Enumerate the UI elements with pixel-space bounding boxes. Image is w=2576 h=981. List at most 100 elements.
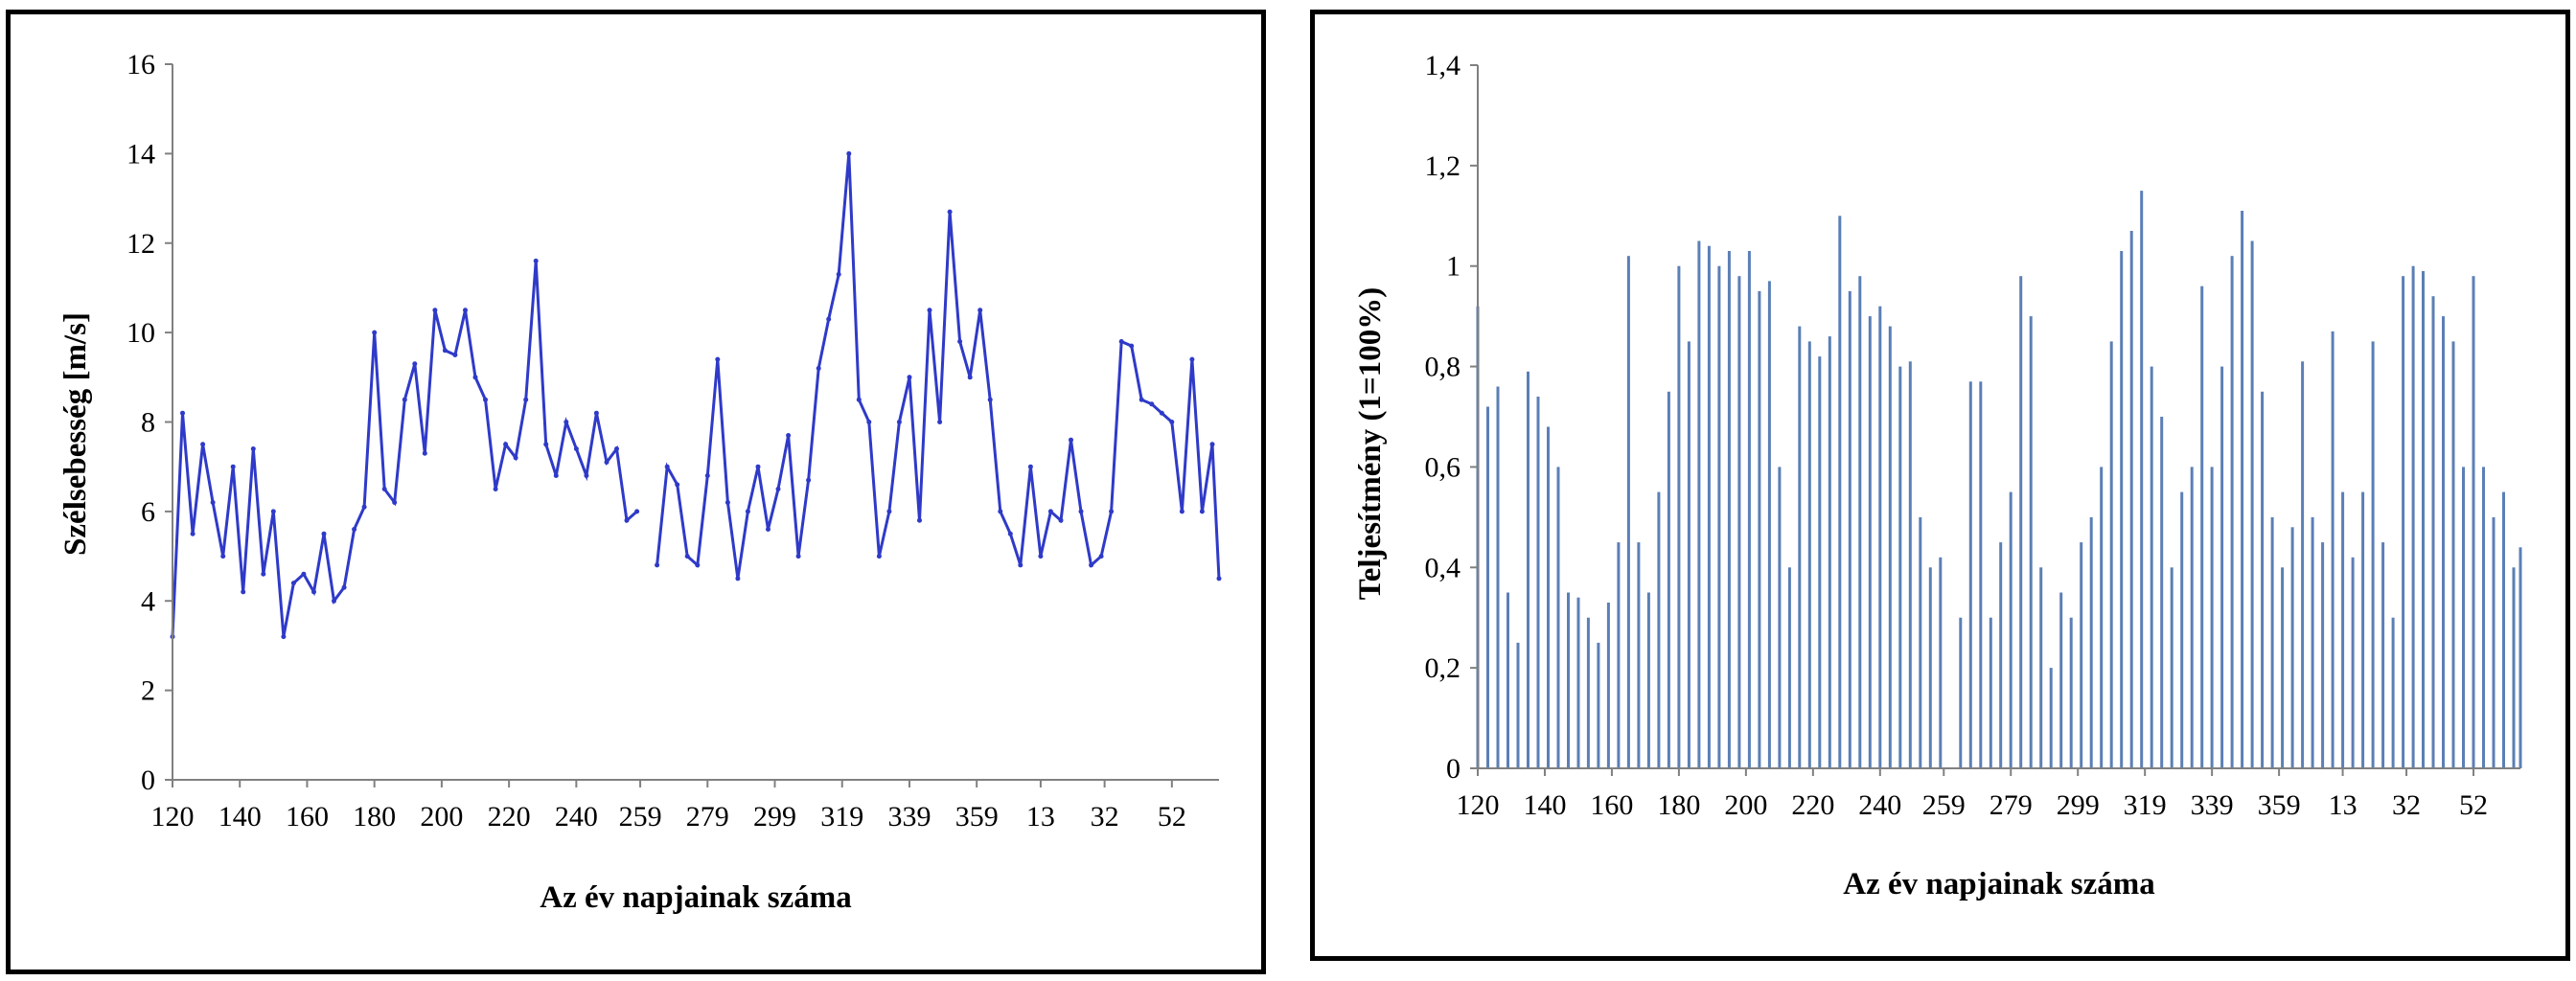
data-point: [1189, 356, 1195, 362]
data-point: [684, 554, 690, 559]
data-bar: [1898, 366, 1902, 768]
y-tick-label: 8: [141, 407, 155, 439]
y-tick-label: 4: [141, 585, 155, 617]
data-point: [1058, 517, 1064, 523]
y-axis-title: Szélsebesség [m/s]: [58, 312, 93, 556]
data-point: [816, 366, 821, 371]
data-point: [452, 353, 458, 357]
data-bar: [1496, 386, 1500, 768]
data-point: [886, 509, 892, 514]
data-point: [1199, 509, 1205, 514]
data-bar: [1888, 326, 1892, 768]
data-bar: [1687, 341, 1690, 768]
data-bar: [2321, 542, 2325, 768]
data-bar: [2518, 547, 2522, 768]
x-tick-label: 200: [1724, 789, 1767, 821]
data-point: [806, 477, 812, 483]
x-tick-label: 299: [2057, 789, 2100, 821]
x-tick-label: 319: [820, 801, 863, 833]
data-bar: [2049, 668, 2053, 768]
data-bar: [1858, 276, 1862, 768]
data-point: [402, 397, 407, 402]
data-bar: [1999, 542, 2003, 768]
data-bar: [1657, 491, 1661, 768]
data-point: [584, 473, 589, 478]
data-bar: [2422, 271, 2425, 768]
data-bar: [2120, 251, 2124, 768]
data-point: [967, 375, 973, 380]
data-point: [937, 420, 943, 424]
data-point: [795, 554, 801, 559]
y-tick-label: 0,6: [1425, 451, 1461, 483]
data-bar: [2059, 592, 2063, 768]
data-point: [281, 634, 287, 640]
data-bar: [1617, 542, 1621, 768]
data-point: [876, 554, 882, 559]
x-axis-title: Az év napjainak száma: [540, 880, 851, 915]
power-output-chart-panel: 0 0,2 0,4 0,6 0,8 1 1,2 1,4 120 140 160 180 200 220 2…: [1310, 10, 2570, 961]
data-bar: [1707, 245, 1711, 768]
data-point: [1027, 464, 1033, 469]
data-bar: [1798, 326, 1802, 768]
wind-speed-chart: 0 2 4 6 8 10 12 14 16 120 140 160 180 200 220 240 259 27…: [58, 49, 1222, 915]
data-point: [987, 397, 993, 402]
data-bar: [1536, 397, 1540, 768]
data-bar: [2411, 265, 2415, 768]
data-point: [1159, 410, 1164, 416]
data-point: [846, 150, 852, 156]
plot-marks: [170, 150, 1222, 640]
data-bar: [1646, 592, 1650, 768]
x-tick-label: 32: [1091, 801, 1119, 833]
data-bar: [1737, 276, 1741, 768]
data-bar: [1848, 290, 1852, 768]
data-bar: [2080, 542, 2083, 768]
data-point: [704, 473, 710, 478]
data-bar: [2180, 491, 2184, 768]
data-bar: [2311, 516, 2314, 768]
data-bar: [1807, 341, 1811, 768]
data-bar: [2220, 366, 2224, 768]
data-point: [543, 442, 549, 447]
data-point: [321, 531, 327, 536]
data-point: [332, 598, 336, 604]
data-point: [523, 397, 529, 402]
data-bar: [1989, 617, 1992, 768]
y-tick-label: 12: [126, 228, 155, 260]
data-bar: [2462, 467, 2465, 768]
data-point: [290, 581, 296, 586]
data-point: [664, 464, 670, 469]
data-point: [927, 308, 932, 313]
data-bar: [2391, 617, 2395, 768]
data-bar: [1838, 216, 1842, 769]
data-point: [250, 446, 256, 451]
y-tick-label: 2: [141, 675, 155, 707]
data-point: [230, 464, 236, 469]
data-point: [472, 375, 478, 380]
data-point: [1078, 509, 1084, 514]
data-point: [301, 571, 307, 577]
data-point: [261, 571, 266, 577]
y-tick-label: 6: [141, 496, 155, 528]
data-bar: [1919, 516, 1922, 768]
x-tick-label: 180: [353, 801, 396, 833]
x-tick-label: 220: [488, 801, 531, 833]
data-point: [442, 348, 448, 354]
data-point: [341, 584, 347, 590]
plot-marks: [1476, 191, 2522, 769]
x-tick-label: 339: [887, 801, 931, 833]
data-bar: [1828, 336, 1831, 768]
data-bar: [1868, 316, 1872, 768]
data-bar: [1486, 406, 1489, 768]
data-bar: [2190, 467, 2194, 768]
x-tick-label: 140: [1523, 789, 1566, 821]
y-tick-label: 0,4: [1425, 552, 1461, 583]
x-tick-label: 140: [218, 801, 262, 833]
data-point: [624, 517, 630, 523]
data-point: [1018, 562, 1024, 568]
data-bar: [2431, 296, 2435, 768]
x-tick-label: 120: [1457, 789, 1500, 821]
data-bar: [1717, 265, 1721, 768]
data-point: [947, 209, 953, 215]
x-tick-labels: 120 140 160 180 200 220 240 259 279 299 319 339 359 1…: [151, 801, 1186, 833]
data-point: [220, 554, 226, 559]
